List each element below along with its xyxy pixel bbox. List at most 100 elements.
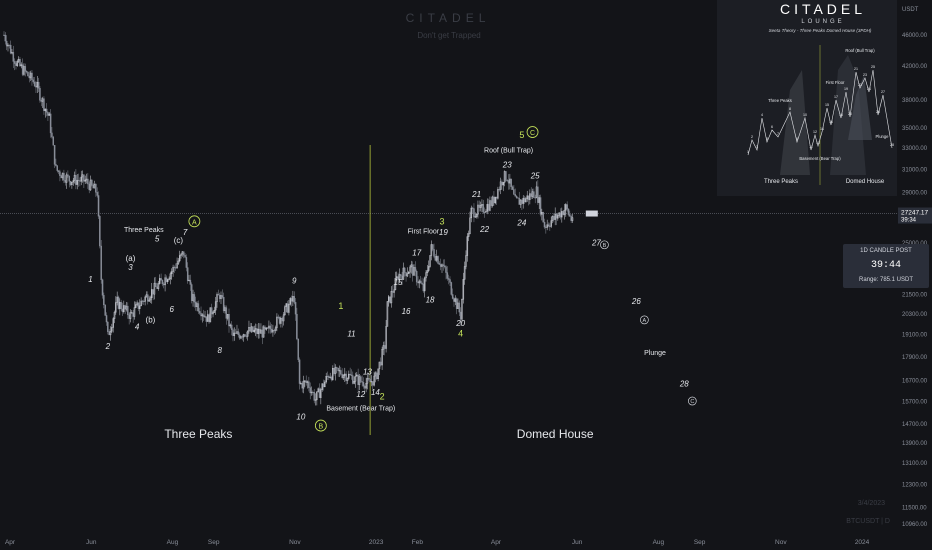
candle	[509, 173, 511, 190]
candle	[123, 300, 125, 314]
inset-wave-number: 12	[813, 130, 817, 134]
price-tick-label: 10960.00	[902, 522, 928, 528]
candle	[401, 271, 403, 286]
inset-wave-number: 22	[858, 83, 862, 87]
inset-logo: CITADEL	[780, 1, 866, 17]
candle	[344, 367, 346, 383]
candle	[490, 196, 493, 208]
inset-wave-number: 8	[789, 107, 791, 111]
candle	[470, 205, 473, 223]
wave-label: 16	[402, 307, 411, 316]
candle	[458, 300, 461, 317]
candle	[294, 297, 297, 321]
candle	[406, 267, 409, 278]
candle	[538, 194, 540, 210]
candle	[3, 31, 5, 36]
candle	[298, 357, 301, 390]
candle	[445, 265, 447, 280]
inset-annotation: Basement (Bear Trap)	[799, 156, 841, 161]
candle-timer-countdown: 39:44	[870, 260, 901, 271]
candle	[238, 332, 241, 340]
candle	[463, 261, 466, 285]
candle	[368, 373, 370, 381]
candle	[550, 216, 552, 229]
candle	[36, 75, 39, 94]
candle	[43, 96, 45, 115]
candle	[438, 261, 441, 265]
candle	[13, 58, 16, 71]
candle	[186, 262, 189, 284]
projection-letter: B	[603, 243, 607, 249]
candle	[60, 174, 62, 179]
candle	[313, 388, 315, 404]
wave-label: 10	[296, 412, 305, 421]
candle	[333, 363, 335, 376]
time-tick-label: Aug	[167, 539, 179, 546]
price-axis[interactable]: USDT 46000.00 42000.00 38000.00 35000.00 330…	[898, 7, 932, 528]
candle	[92, 182, 94, 189]
degree-circle	[314, 419, 327, 432]
candle	[305, 375, 307, 386]
candle	[79, 177, 81, 187]
candle	[178, 250, 181, 263]
candle	[297, 338, 299, 363]
candle	[169, 271, 172, 285]
candle	[427, 260, 430, 273]
candle	[348, 370, 350, 380]
candle	[5, 35, 8, 51]
price-tick-label: 21500.00	[902, 292, 928, 298]
subwave-label: (c)	[174, 236, 184, 245]
candle	[165, 275, 168, 283]
candle	[193, 291, 196, 308]
candle	[545, 225, 547, 234]
candle	[91, 178, 93, 187]
candle	[422, 278, 425, 293]
candle	[280, 316, 282, 328]
candle	[376, 371, 378, 380]
candle-timer-title: 1D CANDLE POST	[860, 248, 912, 254]
time-tick-label: 2023	[369, 539, 384, 546]
time-axis[interactable]: Apr Jun Aug Sep Nov 2023 Feb Apr Jun Aug Sep Nov 202…	[5, 539, 870, 546]
candle	[332, 365, 334, 381]
candle	[194, 296, 197, 311]
candle	[288, 299, 290, 316]
price-tick-label: 38000.00	[902, 98, 928, 104]
candle	[72, 178, 74, 186]
candle	[454, 295, 457, 306]
candle	[137, 302, 140, 312]
candle	[419, 276, 422, 284]
candle	[455, 297, 458, 315]
brand-watermark: CITADEL	[406, 11, 491, 25]
candle	[281, 316, 283, 328]
candle	[270, 324, 273, 334]
candle	[334, 364, 337, 381]
candle	[389, 296, 391, 305]
candle	[76, 174, 78, 190]
inset-wave-number: 24	[867, 87, 871, 91]
inset-wave-number: 13	[816, 141, 820, 145]
candle	[67, 170, 69, 178]
candle	[330, 375, 333, 382]
candle	[17, 56, 20, 64]
candle	[306, 380, 309, 389]
candle	[144, 295, 146, 306]
candle	[125, 301, 128, 312]
candle	[316, 391, 318, 406]
candle	[530, 187, 532, 200]
inset-wave-number: 5	[766, 137, 768, 141]
candle	[242, 333, 245, 342]
candle	[112, 317, 114, 333]
candle	[218, 292, 221, 303]
candle	[442, 259, 445, 271]
candle	[100, 239, 102, 284]
candle	[479, 201, 482, 212]
candle	[83, 174, 85, 189]
candle	[59, 169, 61, 182]
candle	[277, 314, 280, 320]
time-tick-label: Jun	[572, 539, 583, 546]
candle	[214, 296, 217, 315]
wave-label: 23	[502, 160, 512, 169]
inset-wave-number: 25	[871, 65, 875, 69]
candle	[105, 312, 108, 326]
